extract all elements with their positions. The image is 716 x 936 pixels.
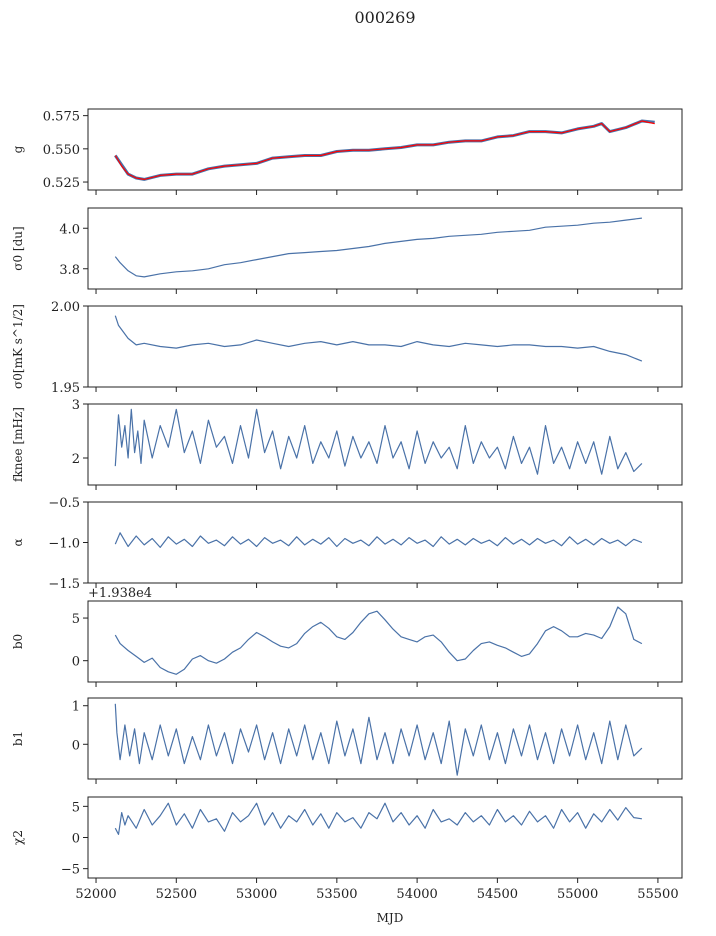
panel-frame [87, 108, 683, 191]
y-axis-label: χ2 [11, 830, 25, 845]
y-tick-label: 5 [72, 612, 80, 627]
y-tick-label: 5 [72, 800, 80, 815]
panel-sigma0_du: 3.8 4.0 σ0 [du] [11, 207, 683, 294]
x-tick-label: 54000 [396, 887, 437, 902]
x-tick-label: 55000 [557, 887, 598, 902]
panel-frame [87, 305, 683, 388]
y-tick-label: −1.5 [48, 577, 80, 592]
panel-frame [87, 403, 683, 486]
y-tick-label: 2.00 [51, 300, 80, 315]
y-tick-label: 0 [72, 655, 80, 670]
panel-frame [87, 207, 683, 290]
y-axis-label: σ0[mK s^1/2] [11, 304, 25, 389]
y-axis-label: b0 [11, 634, 25, 649]
y-axis-label: b1 [11, 731, 25, 746]
y-tick-label: −0.5 [48, 496, 80, 511]
panel-fknee: 2 3 fknee [mHz] [11, 398, 683, 490]
panels-group: 0.525 0.550 0.575 g 3.8 4.0 σ0 [du] 1.95 2.00 σ0[… [11, 108, 683, 902]
series-line-fknee-0 [114, 408, 643, 475]
panel-frame [87, 796, 683, 879]
y-tick-label: 3.8 [59, 263, 80, 278]
x-tick-label: 55500 [637, 887, 678, 902]
panel-sigma0_mKs: 1.95 2.00 σ0[mK s^1/2] [11, 300, 683, 396]
figure-title: 000269 [354, 8, 415, 27]
series-line-b1-0 [114, 703, 643, 776]
panel-frame [87, 501, 683, 584]
y-tick-label: 1.95 [51, 381, 80, 396]
panel-alpha: −1.5 −1.0 −0.5 α [11, 496, 683, 592]
x-tick-label: 53500 [316, 887, 357, 902]
y-tick-label: 1 [72, 700, 80, 715]
panel-frame [87, 697, 683, 780]
x-tick-label: 52500 [156, 887, 197, 902]
y-tick-label: 3 [72, 398, 80, 413]
y-tick-label: 0.550 [43, 143, 80, 158]
y-axis-label: α [11, 538, 25, 546]
y-axis-label: g [11, 145, 25, 153]
x-tick-label: 54500 [477, 887, 518, 902]
y-tick-label: −1.0 [48, 537, 80, 552]
series-line-chi2-0 [114, 802, 642, 836]
y-tick-label: 4.0 [59, 222, 80, 237]
series-line-b0-0 [114, 606, 643, 675]
series-line-sigma0_du-0 [114, 217, 642, 278]
series-line-g-1 [114, 120, 655, 180]
y-tick-label: 2 [72, 452, 80, 467]
y-tick-label: 0.575 [43, 110, 80, 125]
y-tick-label: 0.525 [43, 176, 80, 191]
y-tick-label: 0 [72, 738, 80, 753]
offset-text: +1.938e4 [88, 586, 152, 601]
y-tick-label: 0 [72, 832, 80, 847]
x-tick-label: 52000 [75, 887, 116, 902]
y-axis-label: σ0 [du] [11, 226, 25, 270]
panel-b1: 0 1 b1 [11, 697, 683, 784]
panel-frame [87, 600, 683, 683]
x-axis-label: MJD [377, 911, 404, 925]
series-line-sigma0_mKs-0 [114, 315, 643, 362]
y-axis-label: fknee [mHz] [11, 407, 25, 482]
x-tick-label: 53000 [236, 887, 277, 902]
panel-b0: 0 5 b0 +1.938e4 [11, 586, 683, 687]
panel-g: 0.525 0.550 0.575 g [11, 108, 683, 195]
y-tick-label: −5 [61, 863, 80, 878]
panel-chi2: 52000 52500 53000 53500 54000 54500 55000 55500… [11, 796, 683, 902]
series-line-alpha-0 [114, 532, 643, 549]
